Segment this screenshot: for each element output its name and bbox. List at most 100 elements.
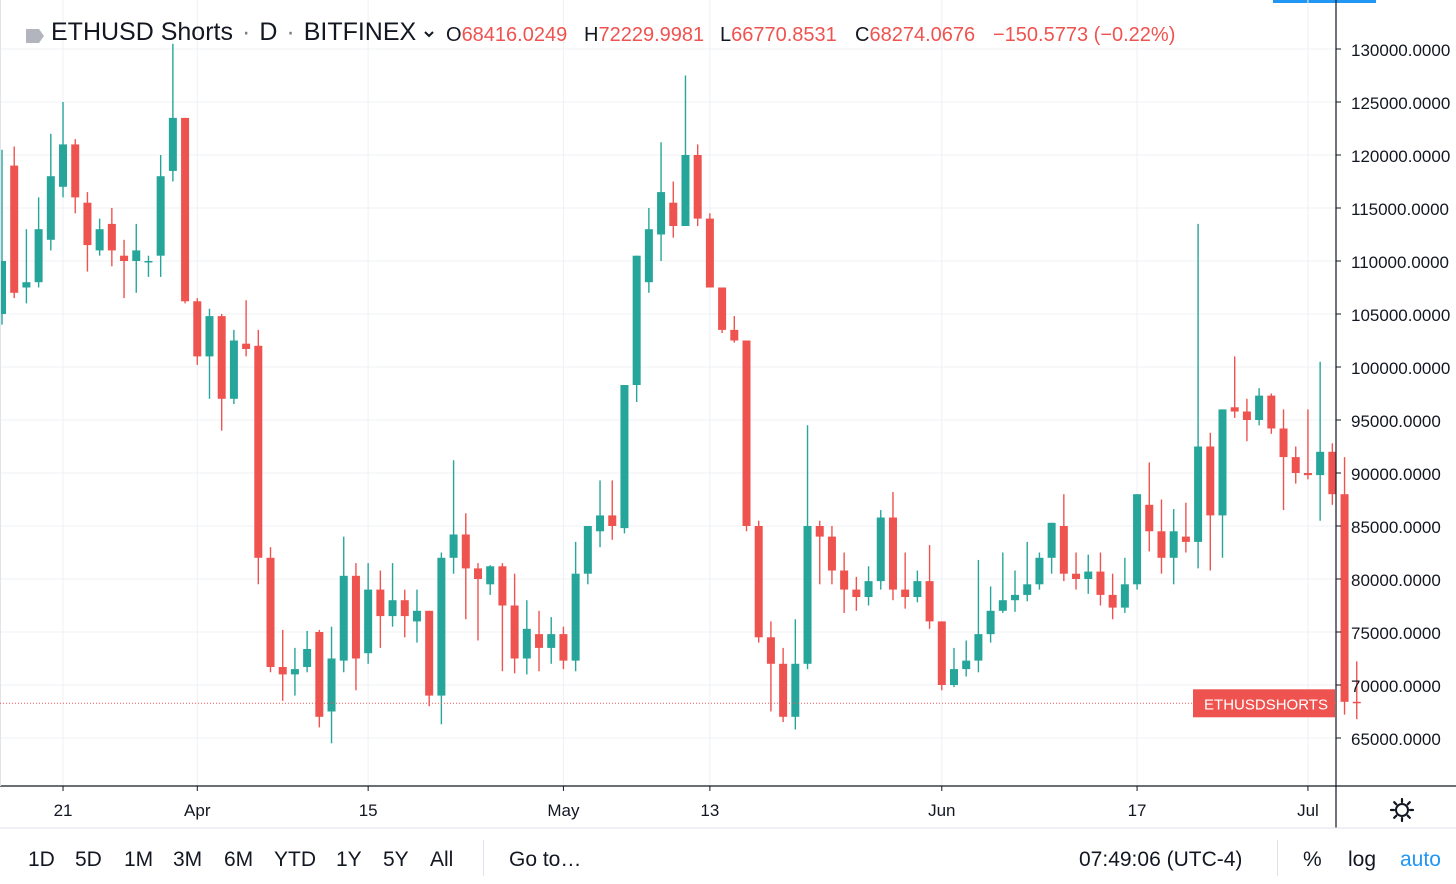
candle[interactable]: [1218, 409, 1227, 558]
candle[interactable]: [1206, 432, 1215, 571]
candle[interactable]: [937, 621, 946, 691]
candle[interactable]: [888, 492, 897, 601]
candle[interactable]: [864, 566, 873, 606]
candle[interactable]: [388, 563, 397, 627]
candle[interactable]: [132, 223, 141, 293]
candle[interactable]: [754, 520, 763, 643]
candle[interactable]: [498, 563, 507, 672]
candle[interactable]: [571, 541, 580, 672]
candle[interactable]: [522, 600, 531, 675]
candle[interactable]: [1059, 494, 1068, 582]
candle[interactable]: [181, 117, 190, 304]
candle[interactable]: [1181, 502, 1190, 553]
candle[interactable]: [779, 647, 788, 723]
candle[interactable]: [620, 385, 629, 534]
candle[interactable]: [730, 316, 739, 343]
range-1m[interactable]: 1M: [124, 848, 154, 871]
candle[interactable]: [681, 75, 690, 227]
candle[interactable]: [925, 545, 934, 629]
clock-timezone[interactable]: 07:49:06 (UTC-4): [1079, 848, 1243, 871]
candle[interactable]: [254, 329, 263, 585]
candle[interactable]: [1084, 554, 1093, 594]
candle[interactable]: [718, 287, 727, 334]
candle[interactable]: [339, 536, 348, 673]
symbol-title[interactable]: ETHUSD Shorts · D · BITFINEX: [51, 18, 436, 47]
candle[interactable]: [705, 213, 714, 288]
candle[interactable]: [22, 229, 31, 304]
candle[interactable]: [1303, 409, 1312, 480]
candle[interactable]: [1011, 570, 1020, 612]
candle[interactable]: [0, 149, 6, 325]
candle[interactable]: [486, 565, 495, 595]
candle[interactable]: [986, 586, 995, 643]
candle[interactable]: [742, 340, 751, 532]
candle[interactable]: [974, 559, 983, 673]
candle[interactable]: [351, 563, 360, 691]
candle[interactable]: [1316, 361, 1325, 521]
candle[interactable]: [303, 630, 312, 673]
log-toggle[interactable]: log: [1348, 848, 1377, 871]
candle[interactable]: [473, 563, 482, 641]
candle[interactable]: [1133, 494, 1142, 590]
range-5d[interactable]: 5D: [75, 848, 102, 871]
candle[interactable]: [217, 314, 226, 431]
candle[interactable]: [998, 552, 1007, 613]
candle[interactable]: [59, 102, 68, 198]
candle[interactable]: [791, 619, 800, 730]
candle[interactable]: [535, 610, 544, 672]
candle[interactable]: [144, 255, 153, 277]
candle[interactable]: [608, 480, 617, 540]
candle[interactable]: [425, 610, 434, 707]
candle[interactable]: [657, 142, 666, 261]
candle[interactable]: [632, 255, 641, 402]
candle[interactable]: [1194, 223, 1203, 569]
candle[interactable]: [559, 626, 568, 670]
candle[interactable]: [1242, 398, 1251, 442]
candle[interactable]: [46, 133, 55, 251]
candle[interactable]: [1328, 443, 1337, 505]
candle[interactable]: [693, 144, 702, 227]
candle[interactable]: [205, 308, 214, 399]
goto-button[interactable]: Go to…: [509, 848, 582, 871]
candle[interactable]: [229, 329, 238, 405]
candle[interactable]: [962, 640, 971, 677]
candle[interactable]: [449, 460, 458, 574]
candle[interactable]: [376, 570, 385, 648]
candle[interactable]: [547, 617, 556, 664]
candle[interactable]: [827, 526, 836, 585]
candle[interactable]: [852, 576, 861, 611]
candle[interactable]: [583, 526, 592, 585]
candle[interactable]: [120, 239, 129, 299]
candle[interactable]: [913, 570, 922, 603]
candle[interactable]: [669, 181, 678, 238]
candle[interactable]: [1291, 446, 1300, 484]
candle[interactable]: [168, 43, 177, 182]
chevron-down-icon[interactable]: [422, 27, 436, 41]
candle[interactable]: [1352, 661, 1361, 720]
range-all[interactable]: All: [430, 848, 454, 871]
candle[interactable]: [83, 192, 92, 272]
candle[interactable]: [840, 552, 849, 613]
candle[interactable]: [242, 300, 251, 357]
candle[interactable]: [437, 552, 446, 725]
candle[interactable]: [34, 197, 43, 288]
candle[interactable]: [315, 629, 324, 728]
auto-toggle[interactable]: auto: [1400, 848, 1441, 871]
candle[interactable]: [1267, 393, 1276, 434]
candle[interactable]: [156, 155, 165, 277]
candle[interactable]: [461, 513, 470, 620]
candle[interactable]: [1035, 552, 1044, 590]
candle[interactable]: [596, 480, 605, 548]
candle[interactable]: [412, 589, 421, 643]
candle[interactable]: [644, 208, 653, 293]
range-5y[interactable]: 5Y: [383, 848, 409, 871]
candle[interactable]: [193, 298, 202, 365]
candle[interactable]: [1255, 388, 1264, 426]
candle[interactable]: [901, 552, 910, 609]
candle[interactable]: [1047, 522, 1056, 574]
candle[interactable]: [1023, 541, 1032, 602]
candle[interactable]: [1108, 573, 1117, 620]
candle[interactable]: [949, 647, 958, 688]
candle[interactable]: [1072, 552, 1081, 590]
